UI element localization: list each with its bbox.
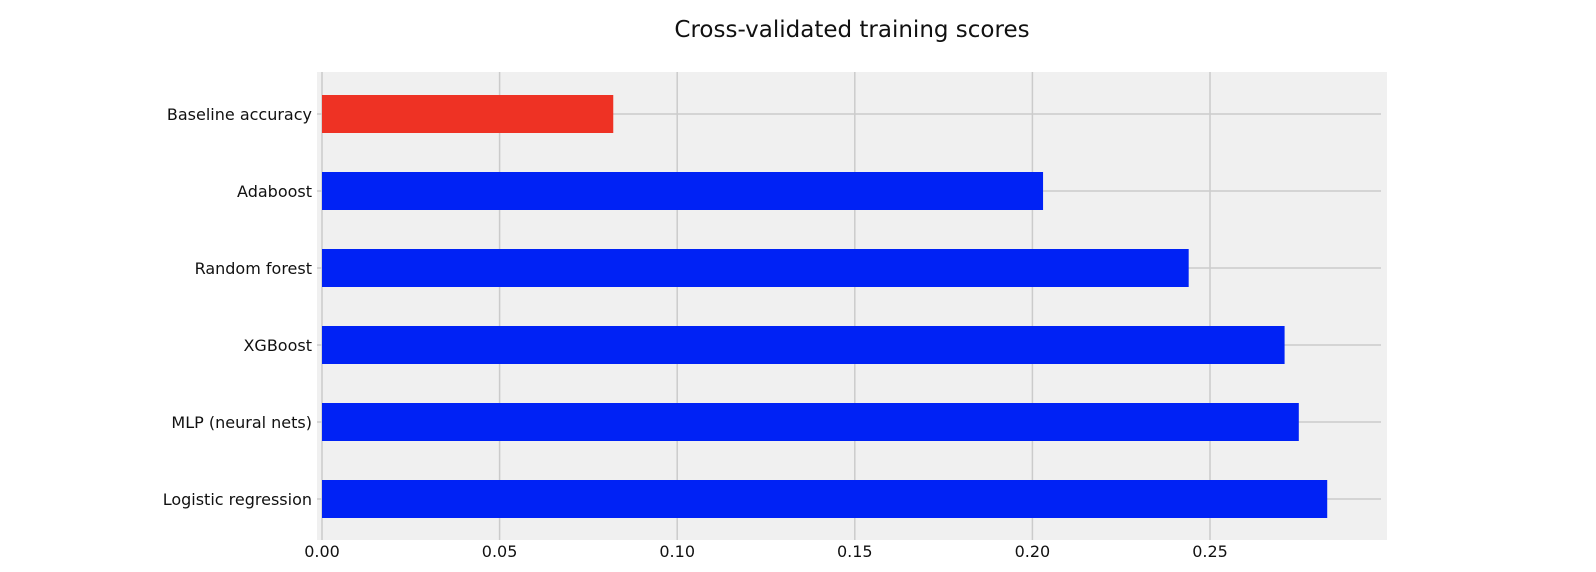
category-label: Adaboost [237, 182, 312, 201]
category-labels: Baseline accuracy Adaboost Random forest XG… [163, 105, 312, 509]
bar [322, 326, 1285, 364]
category-label: XGBoost [243, 336, 312, 355]
bar [322, 480, 1328, 518]
bar [322, 403, 1299, 441]
category-label: Random forest [195, 259, 312, 278]
bar [322, 95, 614, 133]
x-tick-label: 0.20 [1015, 542, 1051, 561]
bar [322, 249, 1189, 287]
plot-background [317, 72, 1387, 540]
x-tick-labels: 0.00 0.05 0.10 0.15 0.20 0.25 [304, 542, 1228, 561]
x-tick-label: 0.15 [837, 542, 873, 561]
chart-title: Cross-validated training scores [674, 17, 1029, 43]
bars [322, 95, 1328, 518]
x-tick-label: 0.25 [1192, 542, 1228, 561]
x-tick-label: 0.05 [482, 542, 518, 561]
category-label: Baseline accuracy [167, 105, 312, 124]
category-label: MLP (neural nets) [171, 413, 312, 432]
category-label: Logistic regression [163, 490, 312, 509]
x-tick-label: 0.10 [659, 542, 695, 561]
bar [322, 172, 1044, 210]
x-tick-label: 0.00 [304, 542, 340, 561]
